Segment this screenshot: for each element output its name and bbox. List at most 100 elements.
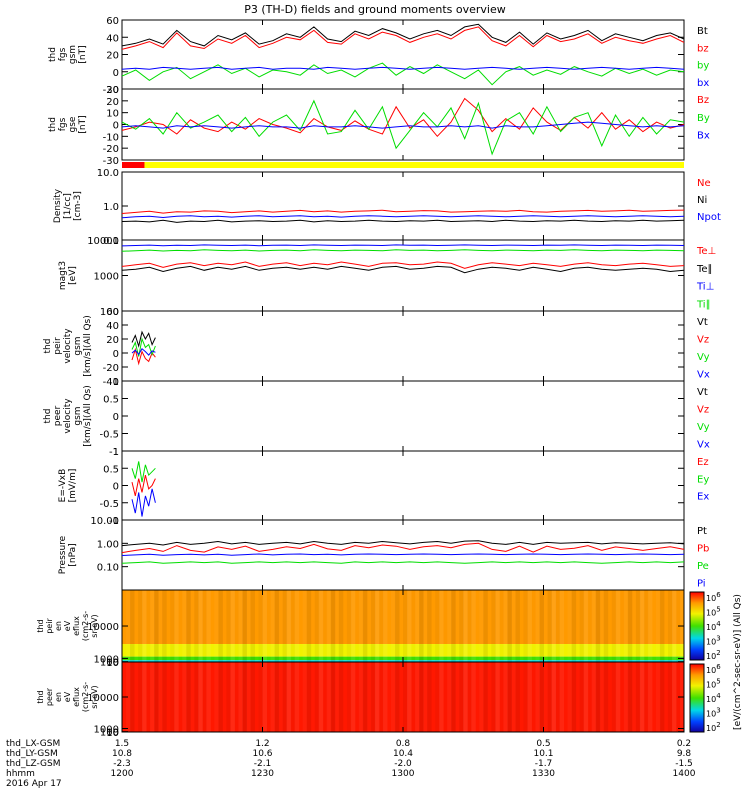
spectrogram-column — [415, 590, 420, 662]
spectrogram-column — [299, 590, 304, 662]
spectrogram-column — [182, 662, 187, 732]
panel-frame-density — [121, 171, 685, 241]
spectrogram-column — [423, 590, 428, 662]
ephemeris-value: 1.5 — [115, 739, 129, 749]
spectrogram-column — [291, 662, 296, 732]
ytick-label: 1.0 — [103, 202, 119, 213]
series-line-Te⊥ — [121, 261, 685, 269]
spectrogram-column — [178, 590, 183, 662]
spectrogram-column — [535, 590, 540, 662]
spectrogram-column — [595, 662, 601, 732]
ytick-label: -20 — [103, 363, 119, 374]
spectrogram-column — [242, 590, 247, 662]
spectrogram-column — [323, 662, 328, 732]
spectrogram-column — [511, 662, 516, 732]
spectrogram-column — [568, 590, 573, 662]
spectrogram-column — [415, 662, 420, 732]
status-bar-red — [122, 162, 145, 168]
ylabel-line: velocity — [63, 328, 73, 364]
spectrogram-column — [250, 662, 255, 732]
spectrogram-column — [218, 590, 223, 662]
spectrogram-column — [294, 590, 300, 662]
spectrogram-column — [387, 662, 392, 732]
spectrogram-column — [218, 662, 223, 732]
ytick-label: 0 — [113, 412, 119, 423]
spectrogram-column — [635, 590, 641, 662]
spectrogram-column — [282, 590, 288, 662]
ephemeris-value: 1400 — [673, 769, 696, 779]
ytick-label: -1 — [109, 447, 119, 458]
ephemeris-value: 1330 — [532, 769, 555, 779]
spectrogram-column — [394, 590, 400, 662]
spectrogram-column — [318, 662, 324, 732]
spectrogram-column — [166, 590, 171, 662]
spectrogram-column — [210, 662, 215, 732]
legend-Vx: Vx — [697, 440, 710, 451]
series-line-Ni — [121, 219, 685, 223]
series-line-Ex — [131, 488, 156, 517]
figure-title: P3 (TH-D) fields and ground moments over… — [244, 3, 506, 16]
series-line-Vx — [131, 348, 156, 356]
spectrogram-column — [138, 662, 143, 732]
legend-Ey: Ey — [697, 474, 709, 485]
ytick-label: 0.10 — [97, 563, 119, 574]
spectrogram-column — [551, 590, 557, 662]
spectrogram-column — [347, 662, 352, 732]
series-line-Pe — [121, 561, 685, 564]
spectrogram-column — [391, 662, 396, 732]
spectrogram-column — [471, 590, 476, 662]
spectrogram-column — [274, 590, 280, 662]
spectrogram-column — [664, 590, 669, 662]
spectrogram-column — [382, 590, 388, 662]
ylabel-line: eflux — [72, 687, 81, 707]
ytick-label: -0.5 — [99, 430, 119, 441]
spectrogram-column — [162, 590, 167, 662]
spectrogram-column — [411, 590, 416, 662]
spectrogram-column — [620, 590, 625, 662]
spectrogram-column — [471, 662, 476, 732]
spectrogram-column — [612, 590, 617, 662]
ytick-label: -20 — [103, 144, 119, 155]
ytick-label: 40 — [106, 321, 119, 332]
ylabel-line: [1/cc] — [63, 193, 73, 219]
ylabel-line: [eV] — [68, 266, 78, 285]
ytick-label: -40 — [103, 377, 119, 388]
spectrogram-column — [206, 590, 211, 662]
ephemeris-value: -1.7 — [535, 759, 553, 769]
spectrogram-column — [467, 590, 472, 662]
panel-frame-fgs_gse — [121, 88, 685, 161]
ephemeris-value: 1300 — [392, 769, 415, 779]
spectrogram-column — [459, 662, 464, 732]
ylabel-line: en — [54, 621, 63, 631]
spectrogram-column — [198, 590, 203, 662]
spectrogram-column — [323, 590, 328, 662]
spectrogram-column — [667, 662, 673, 732]
spectrogram-column — [202, 590, 207, 662]
spectrogram-column — [411, 662, 416, 732]
spectrogram-column — [335, 590, 340, 662]
ytick-label: -20 — [103, 85, 119, 96]
series-line-Te∥ — [121, 265, 685, 274]
spectrogram-column — [571, 590, 577, 662]
ephemeris-value: 0.8 — [396, 739, 411, 749]
spectrogram-column — [671, 662, 677, 732]
series-line-Ti∥ — [121, 249, 685, 252]
spectrogram-column — [539, 662, 544, 732]
legend-By: By — [697, 113, 710, 124]
spectrogram-column — [230, 662, 235, 732]
spectrogram-column — [234, 590, 239, 662]
spectrogram-column — [250, 590, 255, 662]
spectrogram-column — [134, 590, 139, 662]
legend-Pb: Pb — [697, 544, 709, 555]
ylabel-line: eV — [63, 620, 72, 631]
spectrogram-column — [379, 590, 384, 662]
spectrogram-column — [338, 590, 344, 662]
ytick-label: 0.5 — [103, 395, 119, 406]
spectrogram-column — [431, 662, 436, 732]
spectrogram-column — [174, 662, 179, 732]
spectrogram-column — [455, 590, 460, 662]
ytick-label: 10000 — [87, 622, 119, 633]
spectrogram-column — [431, 590, 436, 662]
series-line-by — [121, 62, 685, 86]
legend-Ne: Ne — [697, 178, 711, 189]
